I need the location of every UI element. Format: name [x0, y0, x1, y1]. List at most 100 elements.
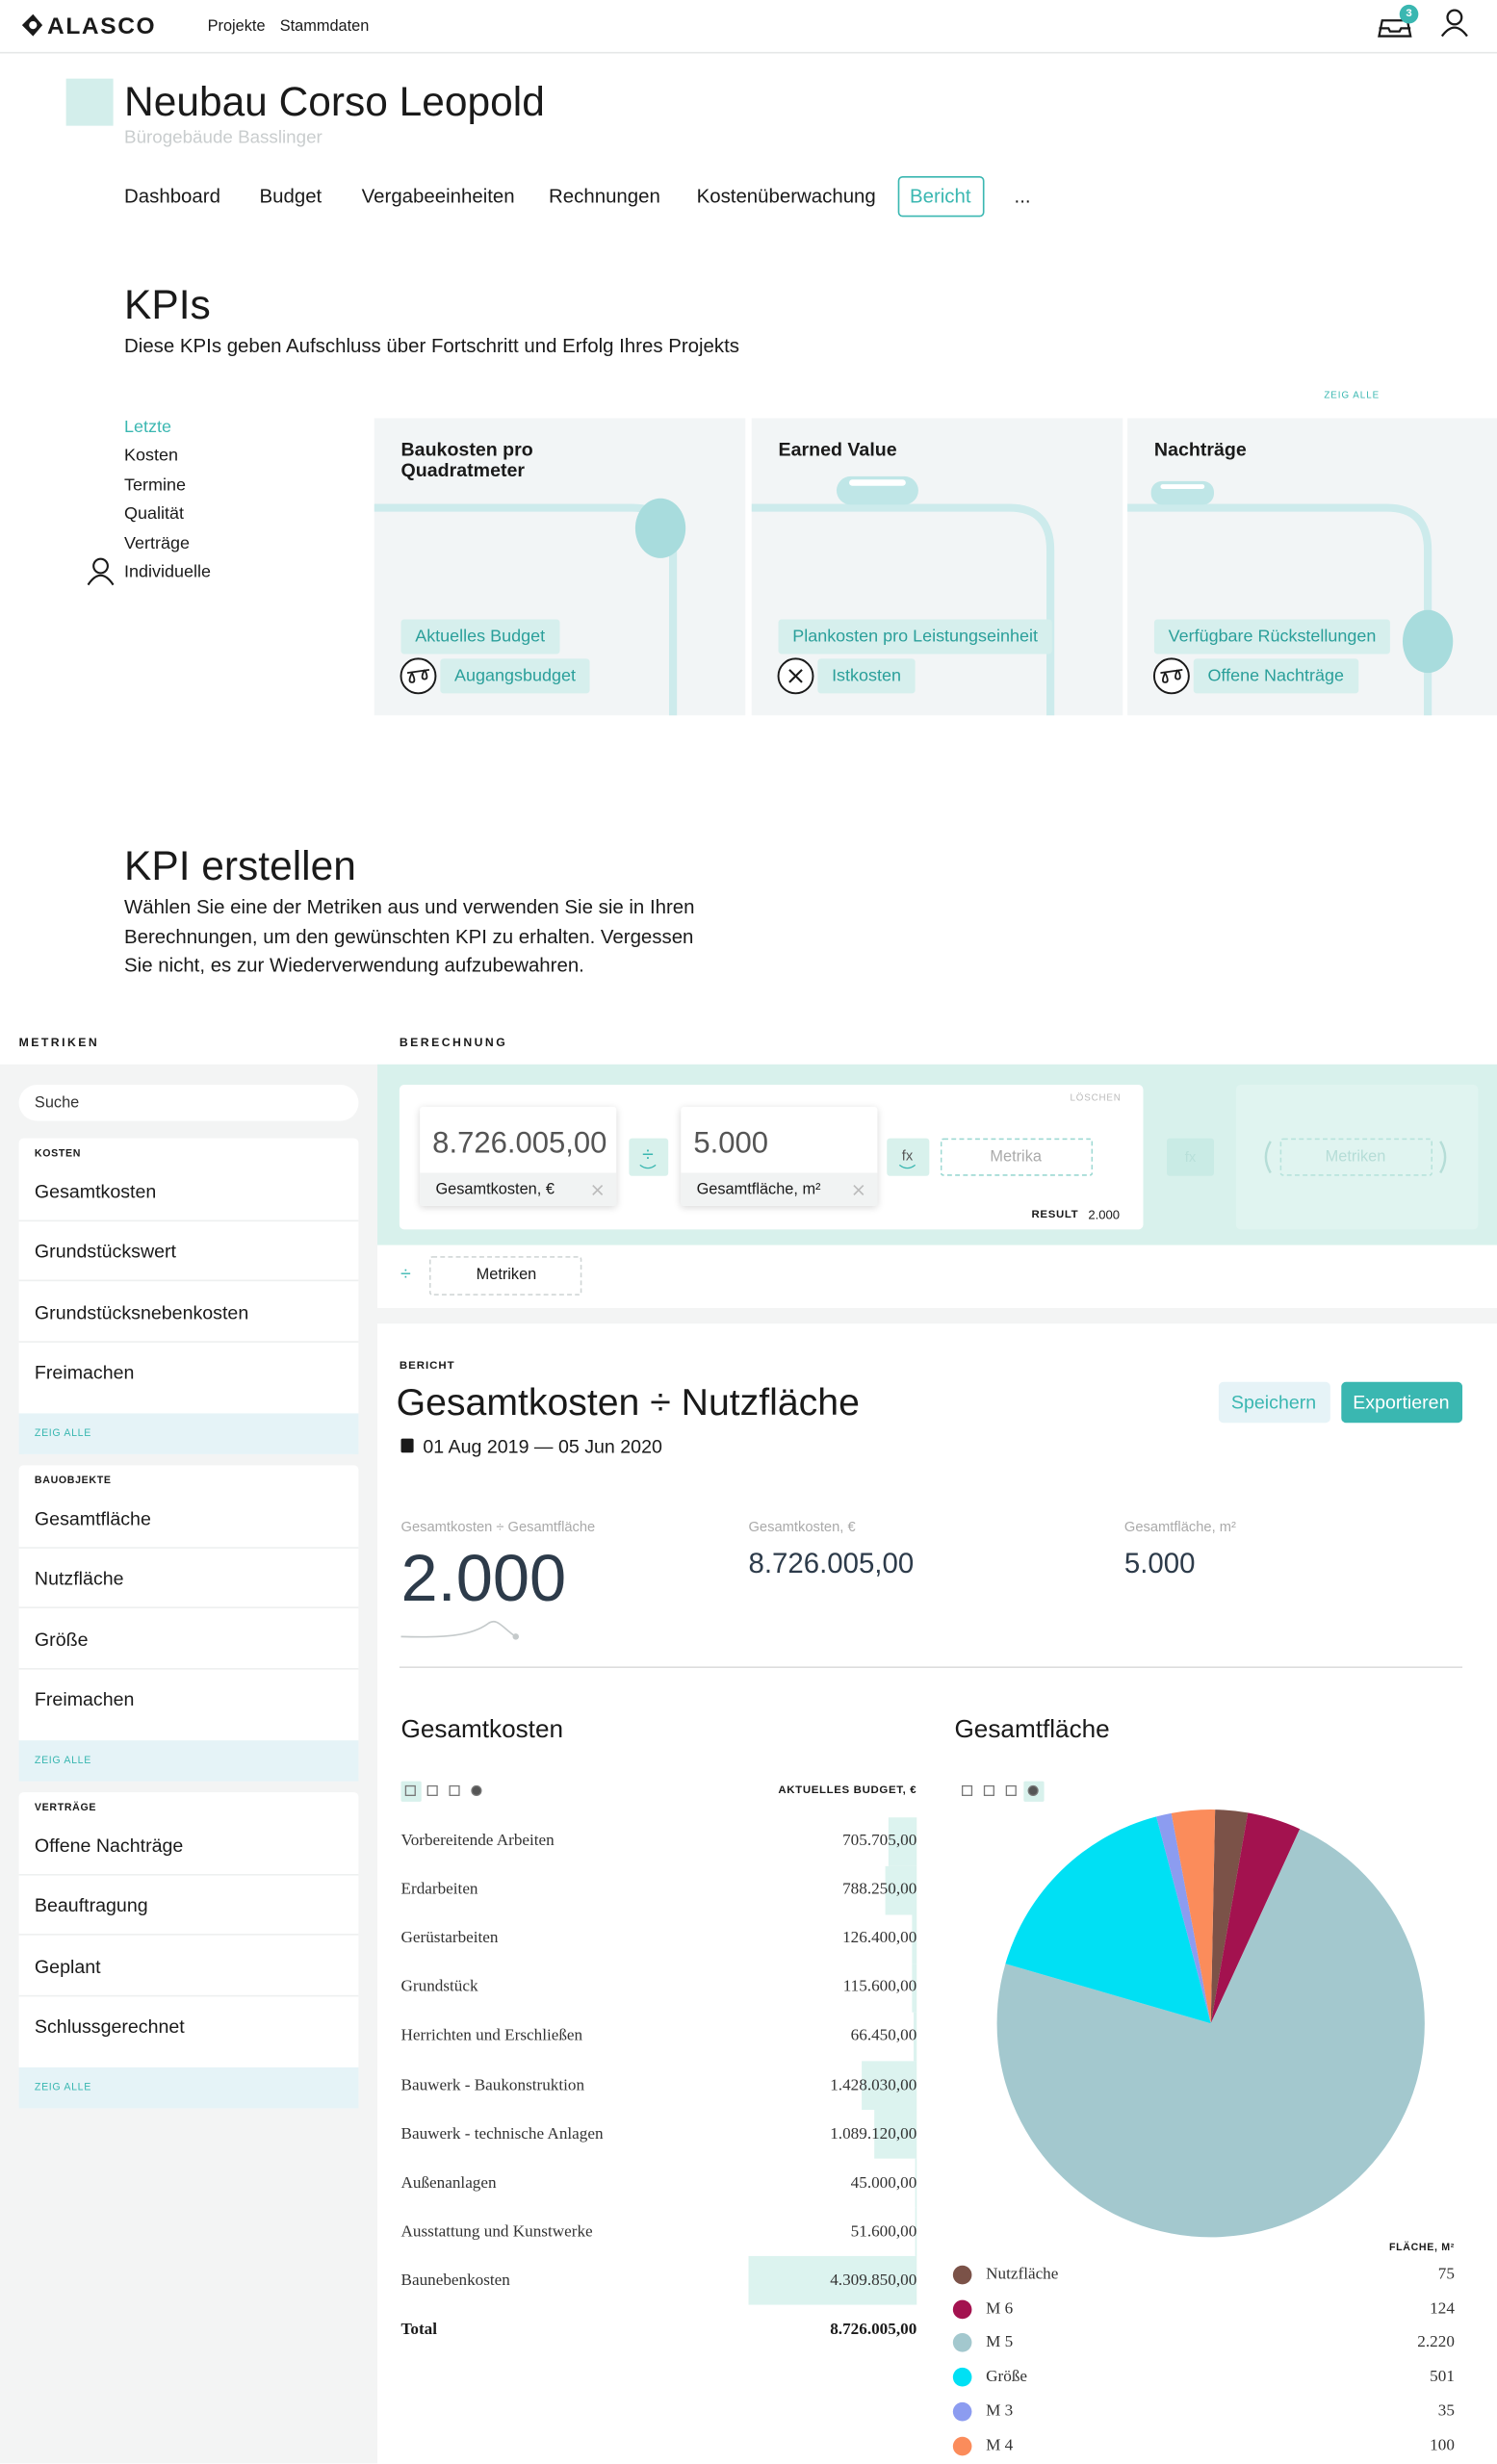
- operand-label: Gesamtfläche, m²: [696, 1181, 821, 1199]
- metric-group-title: VERTRÄGE: [34, 1802, 97, 1814]
- summary-value: 8.726.005,00: [748, 1548, 915, 1579]
- show-all-row[interactable]: [18, 1740, 359, 1782]
- metric-item[interactable]: [18, 1549, 359, 1609]
- metric-item[interactable]: [18, 1609, 359, 1670]
- tab[interactable]: Kostenüberwachung: [696, 185, 876, 208]
- metric-item[interactable]: [18, 1222, 359, 1282]
- kpi-filter[interactable]: Individuelle: [124, 562, 211, 582]
- metric-slot-label: Metriken: [1325, 1148, 1386, 1167]
- row-label: Außenanlagen: [400, 2174, 497, 2193]
- row-value: 4.309.850,00: [830, 2272, 917, 2290]
- show-all-link[interactable]: ZEIG ALLE: [34, 2082, 91, 2093]
- operator-button[interactable]: [629, 1138, 669, 1176]
- section-title: KPIs: [124, 280, 211, 328]
- project-title: Neubau Corso Leopold: [124, 77, 545, 125]
- metric-item[interactable]: [18, 1816, 359, 1876]
- legend-value: 124: [1430, 2299, 1455, 2318]
- budget-bar: [874, 2110, 917, 2159]
- chart-title: Gesamtfläche: [954, 1716, 1110, 1744]
- summary-value: 2.000: [400, 1540, 567, 1615]
- legend-label: M 3: [986, 2402, 1014, 2421]
- legend-label: M 6: [986, 2299, 1014, 2318]
- metric-slot[interactable]: [428, 1256, 582, 1296]
- nav-link[interactable]: Stammdaten: [279, 17, 370, 36]
- legend-swatch: [952, 2435, 972, 2455]
- column-header: AKTUELLES BUDGET, €: [778, 1784, 917, 1797]
- metric-item-label: Offene Nachträge: [34, 1835, 184, 1858]
- active-tab[interactable]: [897, 175, 985, 218]
- metric-item-label: Nutzfläche: [34, 1567, 124, 1590]
- show-all-link[interactable]: ZEIG ALLE: [34, 1755, 91, 1767]
- clear-button[interactable]: LÖSCHEN: [1070, 1093, 1122, 1104]
- metric-group: [18, 1465, 359, 1782]
- row-label: Grundstück: [400, 1979, 478, 1997]
- kpi-filter[interactable]: Verträge: [124, 534, 190, 553]
- metric-group: [18, 1138, 359, 1454]
- metric-group-title: KOSTEN: [34, 1148, 82, 1160]
- legend-header: FLÄCHE, M²: [1389, 2243, 1455, 2254]
- metric-item[interactable]: [18, 1937, 359, 1996]
- budget-bar: [861, 2061, 917, 2111]
- legend-swatch: [952, 2265, 972, 2285]
- fx-button[interactable]: [887, 1138, 930, 1176]
- tab[interactable]: Dashboard: [124, 185, 220, 208]
- metric-chip: Offene Nachträge: [1193, 658, 1358, 694]
- show-all-link[interactable]: ZEIG ALLE: [34, 1427, 91, 1440]
- row-label: Herrichten und Erschließen: [400, 2027, 583, 2045]
- notification-badge[interactable]: 3: [1406, 8, 1412, 20]
- tab[interactable]: Vergabeeinheiten: [361, 185, 515, 208]
- legend-value: 501: [1430, 2368, 1455, 2386]
- tab[interactable]: Budget: [259, 185, 323, 208]
- tab[interactable]: Bericht: [910, 185, 971, 208]
- nav-link[interactable]: Projekte: [207, 17, 266, 36]
- save-button[interactable]: [1218, 1381, 1330, 1424]
- metric-item-label: Freimachen: [34, 1688, 135, 1710]
- show-all-row[interactable]: [18, 1413, 359, 1454]
- legend-value: 75: [1437, 2266, 1455, 2284]
- export-button[interactable]: [1341, 1381, 1463, 1424]
- metric-item[interactable]: [18, 1489, 359, 1549]
- search-box[interactable]: [18, 1085, 359, 1121]
- metric-item[interactable]: [18, 1282, 359, 1343]
- gap: [377, 1307, 1497, 1324]
- show-all-link[interactable]: ZEIG ALLE: [1324, 391, 1381, 401]
- row-value: 115.600,00: [842, 1979, 917, 1997]
- total-value: 8.726.005,00: [830, 2321, 917, 2339]
- budget-bar: [889, 1816, 917, 1866]
- kpi-filter[interactable]: Kosten: [124, 446, 178, 466]
- kpi-filter[interactable]: Letzte: [124, 418, 171, 438]
- metric-item-label: Grundstücksnebenkosten: [34, 1300, 249, 1323]
- tab[interactable]: Rechnungen: [549, 185, 660, 208]
- export-label[interactable]: Exportieren: [1353, 1391, 1450, 1414]
- kpi-filter[interactable]: Termine: [124, 475, 186, 496]
- kpi-filter[interactable]: Qualität: [124, 504, 184, 524]
- back-button[interactable]: [65, 78, 114, 126]
- metric-item-label: Größe: [34, 1628, 89, 1651]
- row-value: 1.089.120,00: [830, 2125, 917, 2143]
- section-title: KPI erstellen: [124, 841, 356, 889]
- section-description: Diese KPIs geben Aufschluss über Fortsch…: [124, 334, 739, 357]
- save-label[interactable]: Speichern: [1230, 1391, 1317, 1414]
- row-value: 45.000,00: [850, 2174, 917, 2193]
- report-area: [377, 1323, 1497, 2464]
- budget-bar: [915, 2158, 917, 2208]
- operator: ÷: [642, 1142, 654, 1167]
- total-label: Total: [400, 2321, 438, 2339]
- row-value: 66.450,00: [850, 2027, 917, 2045]
- metric-item[interactable]: [18, 1876, 359, 1937]
- operator: ÷: [400, 1262, 411, 1285]
- calculation-row: [377, 1245, 1497, 1308]
- legend-label: Nutzfläche: [986, 2266, 1059, 2284]
- metric-slot[interactable]: [940, 1138, 1094, 1176]
- budget-bar: [915, 2207, 917, 2257]
- summary-value: 5.000: [1123, 1548, 1196, 1579]
- show-all-row[interactable]: [18, 2066, 359, 2109]
- row-value: 788.250,00: [842, 1881, 917, 1899]
- legend-swatch: [952, 2368, 972, 2387]
- chart-title: Gesamtkosten: [400, 1716, 564, 1744]
- tab[interactable]: ...: [1014, 185, 1031, 208]
- row-label: Bauwerk - Baukonstruktion: [400, 2076, 585, 2094]
- metric-item[interactable]: [18, 1162, 359, 1222]
- kpi-card[interactable]: [751, 418, 1123, 716]
- report-title: Gesamtkosten ÷ Nutzfläche: [396, 1381, 860, 1424]
